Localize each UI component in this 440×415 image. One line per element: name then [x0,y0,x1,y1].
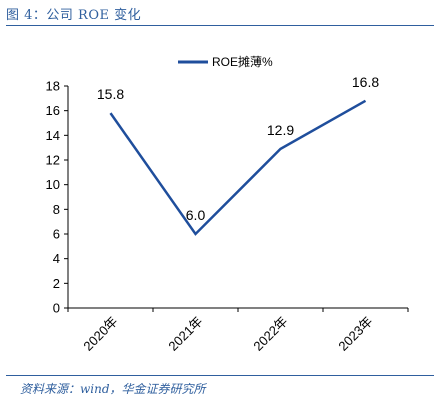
y-tick-label: 8 [53,202,60,217]
y-tick-label: 10 [46,177,60,192]
y-tick-label: 4 [53,251,60,266]
y-tick-label: 16 [46,103,60,118]
chart-series: 15.8 6.0 12.9 16.8 [97,74,379,236]
y-tick-label: 14 [46,128,60,143]
title-rule [6,25,434,26]
chart-axes: 0 2 4 6 8 10 12 14 16 18 2020年 2021年 2022年 2023年 [46,79,409,354]
data-label: 6.0 [186,207,206,223]
roe-line-chart: ROE摊薄% 0 2 4 6 8 10 12 14 16 18 2020年 2021年 2022年 202… [46,54,409,354]
legend-label: ROE摊薄% [212,54,273,69]
roe-series-line [109,99,367,236]
y-tick-label: 12 [46,153,60,168]
y-tick-label: 2 [53,276,60,291]
y-tick-label: 18 [46,79,60,94]
figure-title: 图 4：公司 ROE 变化 [6,8,142,23]
x-tick-label: 2022年 [250,314,290,354]
x-tick-label: 2021年 [165,314,205,354]
y-tick-label: 6 [53,227,60,242]
y-tick-label: 0 [53,301,60,316]
data-label: 16.8 [352,74,379,90]
source-rule [6,375,434,376]
chart-legend: ROE摊薄% [178,54,273,69]
data-label: 15.8 [97,86,124,102]
data-label: 12.9 [267,122,294,138]
x-tick-label: 2023年 [335,314,375,354]
x-tick-label: 2020年 [80,314,120,354]
source-note: 资料来源：wind，华金证券研究所 [20,382,206,396]
